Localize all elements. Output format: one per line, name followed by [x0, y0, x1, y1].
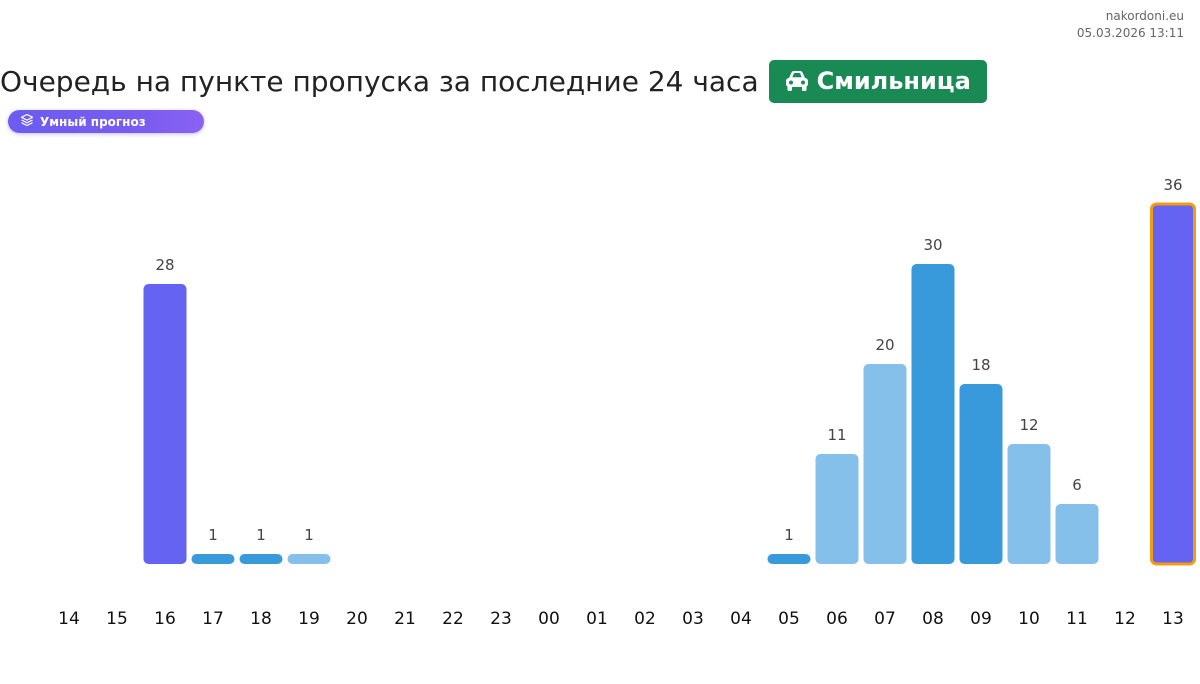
- x-tick-label: 21: [394, 609, 416, 629]
- bar-value-label: 6: [1072, 476, 1082, 494]
- x-tick-label: 05: [778, 609, 800, 629]
- x-tick-label: 12: [1114, 609, 1136, 629]
- x-tick-label: 01: [586, 609, 608, 629]
- bar[interactable]: [959, 384, 1003, 564]
- bar-value-label: 1: [208, 526, 218, 544]
- bar[interactable]: [815, 454, 859, 564]
- header: Очередь на пункте пропуска за последние …: [0, 59, 987, 103]
- x-tick-label: 03: [682, 609, 704, 629]
- bar[interactable]: [1055, 504, 1099, 564]
- smart-forecast-label: Умный прогноз: [40, 114, 146, 129]
- x-tick-label: 04: [730, 609, 752, 629]
- x-tick-label: 10: [1018, 609, 1040, 629]
- bar-value-label: 36: [1163, 176, 1182, 194]
- site-domain: nakordoni.eu: [1105, 9, 1184, 23]
- bar[interactable]: [287, 554, 331, 564]
- car-icon: [783, 69, 811, 93]
- x-tick-label: 08: [922, 609, 944, 629]
- x-tick-label: 18: [250, 609, 272, 629]
- checkpoint-name: Смильница: [816, 67, 971, 95]
- report-datetime: 05.03.2026 13:11: [1076, 26, 1184, 40]
- bar[interactable]: [1007, 444, 1051, 564]
- x-tick-label: 00: [538, 609, 560, 629]
- bar-value-label: 20: [875, 336, 894, 354]
- bar[interactable]: [143, 284, 187, 564]
- bar-value-label: 11: [827, 426, 846, 444]
- x-tick-label: 16: [154, 609, 176, 629]
- x-tick-label: 02: [634, 609, 656, 629]
- x-tick-label: 17: [202, 609, 224, 629]
- x-tick-label: 06: [826, 609, 848, 629]
- checkpoint-badge[interactable]: Смильница: [768, 59, 987, 103]
- site-info: nakordoni.eu 05.03.2026 13:11: [1077, 8, 1184, 42]
- bar-current-hour[interactable]: [1150, 202, 1196, 566]
- x-tick-label: 13: [1162, 609, 1184, 629]
- x-tick-label: 23: [490, 609, 512, 629]
- bar[interactable]: [863, 364, 907, 564]
- x-tick-label: 19: [298, 609, 320, 629]
- bar[interactable]: [911, 264, 955, 564]
- bar[interactable]: [767, 554, 811, 564]
- page-title: Очередь на пункте пропуска за последние …: [0, 64, 759, 98]
- bar[interactable]: [191, 554, 235, 564]
- x-tick-label: 11: [1066, 609, 1088, 629]
- x-tick-label: 07: [874, 609, 896, 629]
- bar-value-label: 1: [784, 526, 794, 544]
- x-tick-label: 15: [106, 609, 128, 629]
- layers-icon: [20, 113, 34, 130]
- bar-value-label: 12: [1019, 416, 1038, 434]
- bar-value-label: 1: [256, 526, 266, 544]
- x-tick-label: 14: [58, 609, 80, 629]
- smart-forecast-badge[interactable]: Умный прогноз: [8, 110, 204, 133]
- bar-value-label: 28: [155, 256, 174, 274]
- x-tick-label: 22: [442, 609, 464, 629]
- bar-value-label: 1: [304, 526, 314, 544]
- bar-value-label: 30: [923, 236, 942, 254]
- bar[interactable]: [239, 554, 283, 564]
- x-tick-label: 09: [970, 609, 992, 629]
- x-tick-label: 20: [346, 609, 368, 629]
- bar-value-label: 18: [971, 356, 990, 374]
